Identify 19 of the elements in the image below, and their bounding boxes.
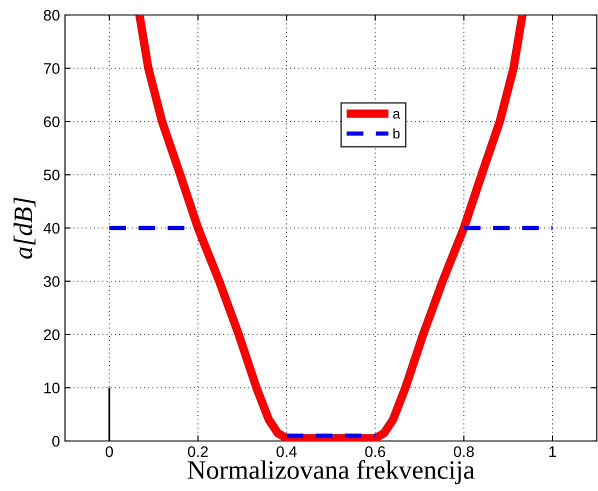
y-tick-label: 20 xyxy=(44,329,60,340)
y-tick-label: 70 xyxy=(44,63,60,74)
y-axis-title: a[dB] xyxy=(14,198,36,259)
y-tick-label: 0 xyxy=(52,436,60,447)
y-tick-label: 60 xyxy=(44,116,60,128)
y-tick-label: 30 xyxy=(44,276,60,287)
x-tick-label: 0.8 xyxy=(454,446,474,458)
y-tick-label: 10 xyxy=(44,382,60,394)
legend-label: a xyxy=(393,111,400,119)
y-tick-label: 50 xyxy=(44,170,60,180)
y-tick-label: 40 xyxy=(44,222,60,234)
x-tick-label: 0.4 xyxy=(276,446,297,458)
x-tick-label: 0.6 xyxy=(365,446,386,458)
legend-label: b xyxy=(393,128,400,139)
x-tick-label: 0 xyxy=(106,446,113,458)
x-tick-label: 1 xyxy=(549,446,556,457)
y-tick-label: 80 xyxy=(44,10,60,21)
x-tick-label: 0.2 xyxy=(188,446,208,458)
x-axis-title: Normalizovana frekvencija xyxy=(188,460,475,484)
